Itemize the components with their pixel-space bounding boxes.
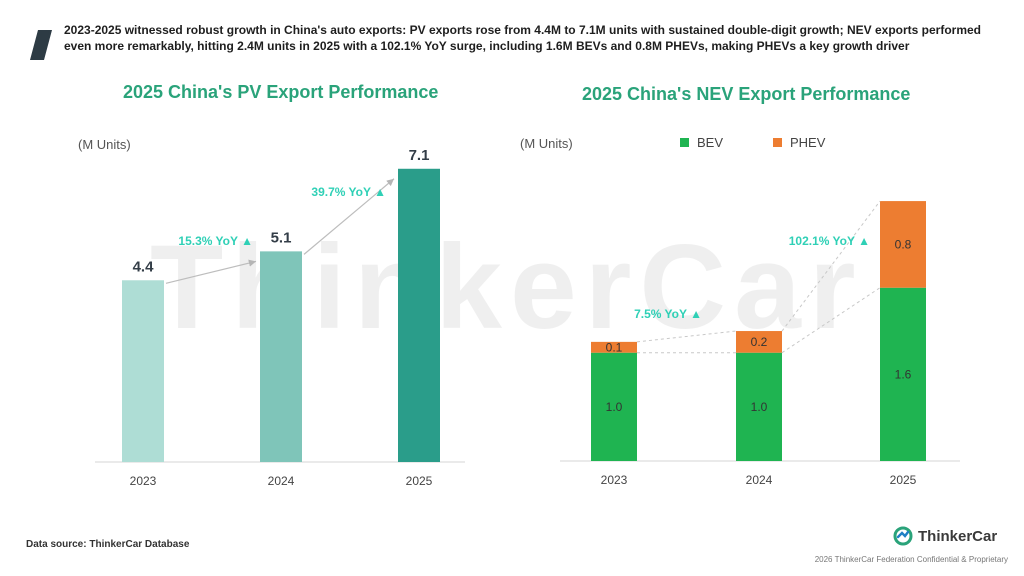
nev-x-tick-2025: 2025 xyxy=(890,473,917,487)
nev-bev-label-2025: 1.6 xyxy=(895,367,912,381)
nev-bar-phev-2025 xyxy=(880,201,926,288)
legend-label-phev: PHEV xyxy=(790,135,826,150)
pv-growth-arrow-1 xyxy=(165,259,257,284)
nev-bar-bev-2025 xyxy=(880,287,926,461)
pv-value-label-2025: 7.1 xyxy=(409,147,430,164)
pv-unit-label: (M Units) xyxy=(78,137,131,152)
nev-x-tick-2024: 2024 xyxy=(746,473,773,487)
nev-unit-label: (M Units) xyxy=(520,136,573,151)
pv-x-tick-2024: 2024 xyxy=(268,474,295,488)
legend-swatch-bev xyxy=(680,138,689,147)
nev-phev-label-2025: 0.8 xyxy=(895,237,912,251)
data-source: Data source: ThinkerCar Database xyxy=(26,539,190,550)
headline-slash-icon xyxy=(30,30,52,60)
nev-connector-total-2 xyxy=(781,200,881,332)
pv-growth-arrow-2 xyxy=(303,178,395,255)
nev-bev-label-2023: 1.0 xyxy=(606,400,623,414)
nev-bar-bev-2023 xyxy=(591,352,637,461)
pv-value-label-2024: 5.1 xyxy=(271,229,292,246)
legend-item-phev: PHEV xyxy=(773,135,825,150)
pv-yoy-label-2024: 15.3% YoY ▲ xyxy=(178,234,253,248)
pv-yoy-label-2025: 39.7% YoY ▲ xyxy=(311,185,386,199)
nev-bar-phev-2024 xyxy=(736,331,782,353)
legend-swatch-phev xyxy=(773,138,782,147)
nev-bar-bev-2024 xyxy=(736,352,782,461)
brand-block: ThinkerCar xyxy=(893,526,997,546)
pv-bar-2025 xyxy=(398,168,440,462)
legend-item-bev: BEV xyxy=(680,135,723,150)
thinkercar-logo-icon xyxy=(893,526,913,546)
nev-phev-label-2023: 0.1 xyxy=(606,340,623,354)
nev-chart-title: 2025 China's NEV Export Performance xyxy=(582,84,911,104)
pv-value-label-2023: 4.4 xyxy=(133,258,155,275)
pv-chart-title: 2025 China's PV Export Performance xyxy=(123,82,439,102)
pv-x-tick-2023: 2023 xyxy=(130,474,157,488)
headline: 2023-2025 witnessed robust growth in Chi… xyxy=(64,23,981,53)
nev-yoy-label-2025: 102.1% YoY ▲ xyxy=(789,234,870,248)
nev-connector-total-1 xyxy=(636,330,737,343)
nev-connector-bev-2 xyxy=(781,287,881,354)
nev-bev-label-2024: 1.0 xyxy=(751,400,768,414)
pv-x-tick-2025: 2025 xyxy=(406,474,433,488)
footer-note: 2026 ThinkerCar Federation Confidential … xyxy=(814,555,1008,564)
nev-x-tick-2023: 2023 xyxy=(601,473,628,487)
brand-name: ThinkerCar xyxy=(918,527,998,545)
nev-yoy-label-2024: 7.5% YoY ▲ xyxy=(634,307,702,321)
legend-label-bev: BEV xyxy=(697,135,724,150)
nev-bar-phev-2023 xyxy=(591,341,637,353)
nev-phev-label-2024: 0.2 xyxy=(751,335,768,349)
pv-bar-2024 xyxy=(260,251,302,462)
pv-bar-2023 xyxy=(122,280,164,462)
